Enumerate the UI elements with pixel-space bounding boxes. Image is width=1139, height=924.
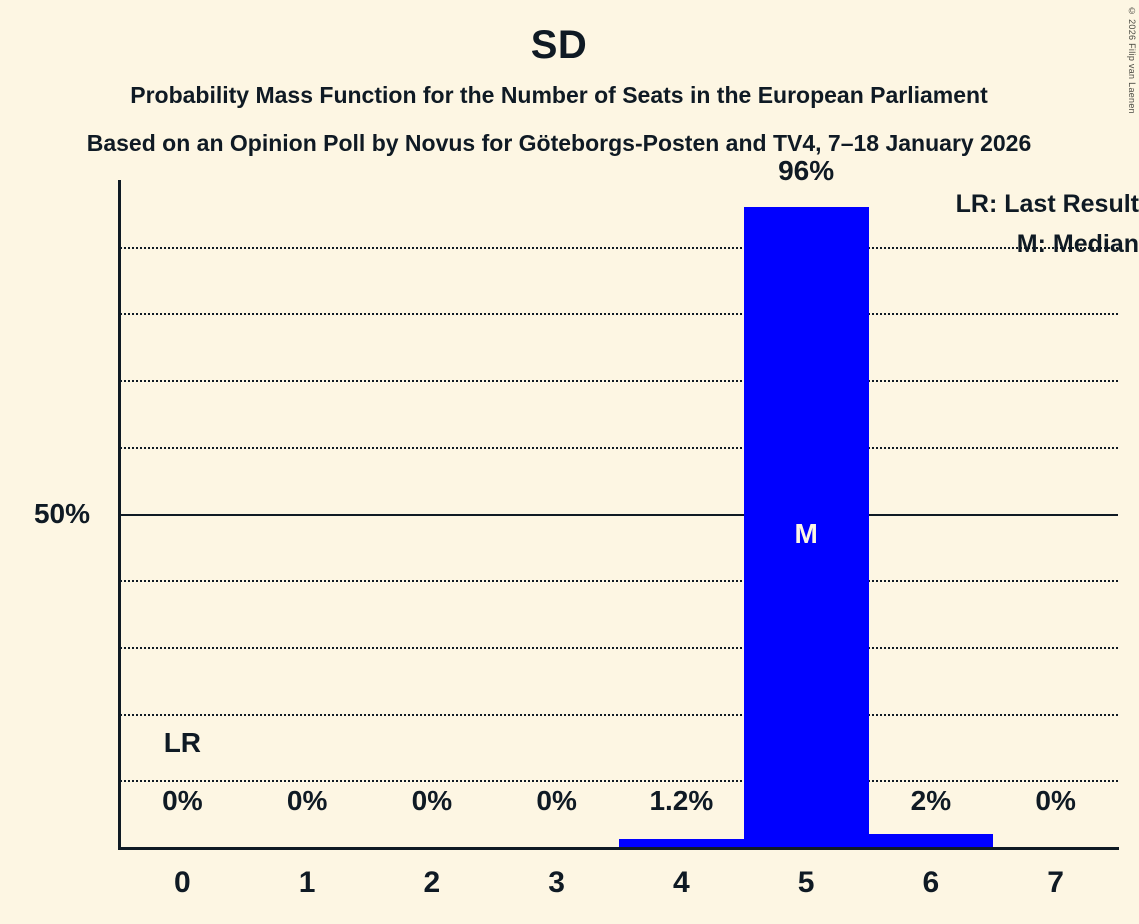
median-marker: M xyxy=(794,517,818,549)
x-axis-tick-3: 3 xyxy=(548,866,565,899)
bar-5 xyxy=(743,206,869,847)
y-axis-line xyxy=(118,180,121,847)
bar-value-label-6: 2% xyxy=(910,785,952,816)
x-axis-tick-2: 2 xyxy=(423,866,441,899)
legend-item-median: M: Median xyxy=(1016,230,1139,258)
plot-area: 50% 0% LR 0% 0% 0% 1.2% 96% M 2% 0% xyxy=(34,156,1119,850)
x-axis-tick-0: 0 xyxy=(174,866,191,899)
bar-value-label-0: 0% xyxy=(162,785,203,816)
chart-subtitle: Probability Mass Function for the Number… xyxy=(130,82,988,108)
legend-item-last-result: LR: Last Result xyxy=(955,190,1139,218)
last-result-marker: LR xyxy=(163,727,202,758)
x-axis-tick-5: 5 xyxy=(797,866,815,899)
bar-value-label-2: 0% xyxy=(411,785,453,816)
y-axis-tick-label: 50% xyxy=(33,497,90,529)
chart-header: SD Probability Mass Function for the Num… xyxy=(0,0,1118,158)
gridline-minor xyxy=(120,313,1118,316)
bar-value-label-7: 0% xyxy=(1035,785,1076,816)
bar-value-label-1: 0% xyxy=(286,785,328,816)
x-axis-tick-7: 7 xyxy=(1047,866,1064,899)
gridline-minor xyxy=(120,446,1118,449)
bar-4 xyxy=(619,839,744,847)
gridline-minor xyxy=(120,380,1118,383)
gridline-major xyxy=(120,513,1118,516)
x-axis-tick-6: 6 xyxy=(922,866,940,899)
x-axis-tick-1: 1 xyxy=(298,866,316,899)
gridline-minor xyxy=(120,713,1118,716)
copyright-notice: © 2026 Filip van Laenen xyxy=(1127,6,1137,114)
x-axis-line xyxy=(118,847,1119,850)
bar-value-label-3: 0% xyxy=(536,785,577,816)
chart-source-line: Based on an Opinion Poll by Novus for Gö… xyxy=(86,130,1032,156)
chart-legend: LR: Last Result M: Median xyxy=(956,184,1139,264)
x-axis-tick-4: 4 xyxy=(673,866,690,899)
gridline-minor xyxy=(120,580,1118,583)
page-title: SD xyxy=(530,23,588,67)
gridline-minor xyxy=(120,646,1118,649)
bar-value-label-5: 96% xyxy=(778,154,835,186)
bar-6 xyxy=(868,833,994,847)
bar-value-label-4: 1.2% xyxy=(649,785,714,816)
gridline-minor xyxy=(120,246,1118,249)
gridline-minor xyxy=(120,780,1118,783)
